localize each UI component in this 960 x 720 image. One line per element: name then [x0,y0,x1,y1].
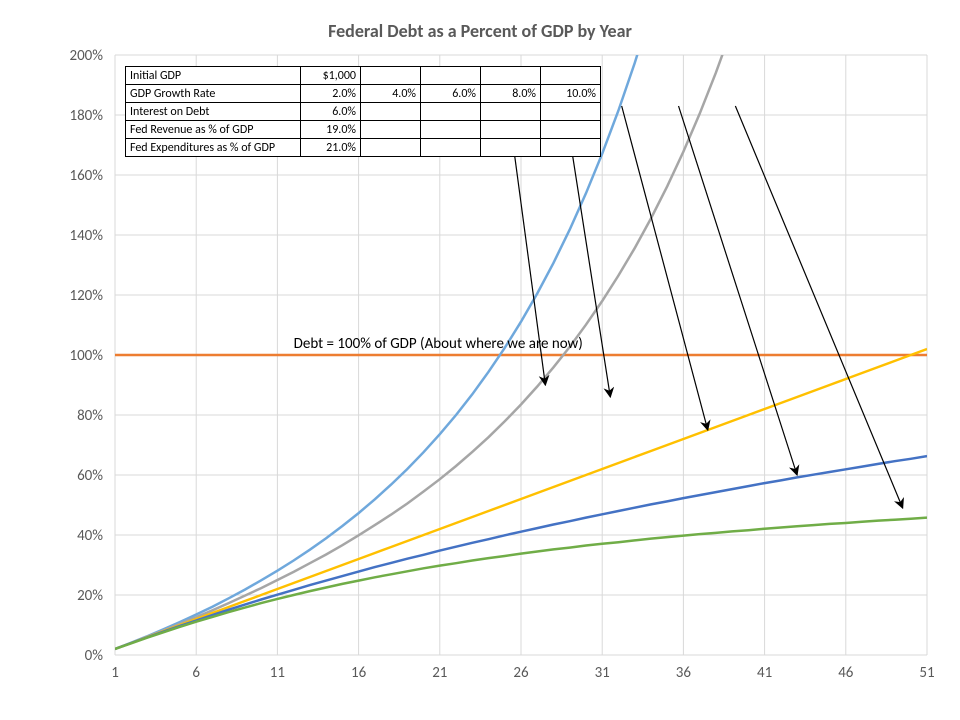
param-value [541,139,601,157]
x-tick-label: 46 [838,664,854,682]
param-value [541,67,601,85]
y-tick-label: 100% [69,347,103,365]
reference-annotation: Debt = 100% of GDP (About where we are n… [294,335,583,353]
param-value [421,121,481,139]
param-value [421,139,481,157]
x-tick-label: 11 [270,664,285,682]
param-label: GDP Growth Rate [126,85,301,103]
param-value: 2.0% [301,85,361,103]
y-tick-label: 200% [69,47,103,65]
param-value [361,103,421,121]
x-tick-label: 6 [192,664,200,682]
y-tick-label: 80% [77,407,103,425]
x-tick-label: 16 [351,664,367,682]
param-label: Interest on Debt [126,103,301,121]
y-tick-label: 20% [77,587,103,605]
param-label: Initial GDP [126,67,301,85]
y-tick-label: 40% [77,527,103,545]
param-value [481,121,541,139]
y-tick-label: 60% [77,467,103,485]
table-row: Fed Revenue as % of GDP19.0% [126,121,601,139]
param-value: 19.0% [301,121,361,139]
callout-arrow [622,106,708,430]
param-value [481,67,541,85]
y-tick-label: 180% [69,107,103,125]
param-value [421,67,481,85]
table-row: GDP Growth Rate2.0%4.0%6.0%8.0%10.0% [126,85,601,103]
param-value: 6.0% [301,103,361,121]
x-tick-label: 36 [676,664,692,682]
y-tick-label: 140% [69,227,103,245]
x-tick-label: 21 [432,664,447,682]
param-value: 8.0% [481,85,541,103]
param-value: 6.0% [421,85,481,103]
param-value [481,139,541,157]
param-value: $1,000 [301,67,361,85]
x-tick-label: 51 [919,664,934,682]
x-tick-label: 1 [111,664,119,682]
callout-arrow [735,106,902,508]
table-row: Initial GDP$1,000 [126,67,601,85]
x-tick-label: 31 [595,664,610,682]
param-value [361,67,421,85]
param-label: Fed Expenditures as % of GDP [126,139,301,157]
x-tick-label: 26 [513,664,529,682]
param-value: 10.0% [541,85,601,103]
y-tick-label: 0% [85,647,104,665]
param-value [541,121,601,139]
param-value: 4.0% [361,85,421,103]
x-tick-label: 41 [757,664,772,682]
table-row: Fed Expenditures as % of GDP21.0% [126,139,601,157]
parameters-table: Initial GDP$1,000GDP Growth Rate2.0%4.0%… [125,66,601,157]
param-value [361,139,421,157]
param-value [481,103,541,121]
param-value [361,121,421,139]
y-tick-label: 160% [69,167,103,185]
table-row: Interest on Debt6.0% [126,103,601,121]
y-tick-label: 120% [69,287,103,305]
param-value [421,103,481,121]
param-value: 21.0% [301,139,361,157]
param-value [541,103,601,121]
param-label: Fed Revenue as % of GDP [126,121,301,139]
